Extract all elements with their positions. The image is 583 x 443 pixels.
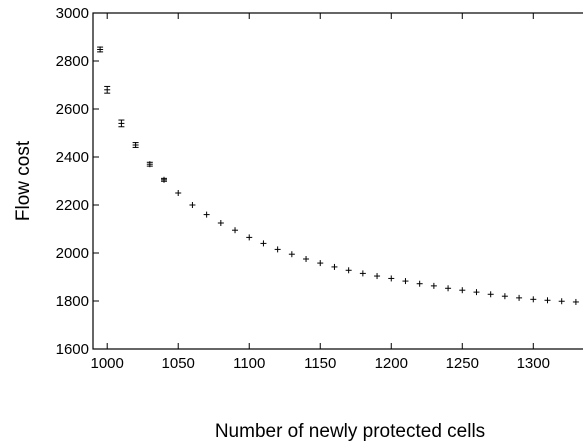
y-tick-label: 1800: [56, 293, 89, 310]
data-point: [288, 251, 295, 258]
data-point: [246, 234, 253, 241]
data-point: [516, 294, 523, 301]
y-tick-label: 2800: [56, 53, 89, 70]
data-point: [445, 285, 452, 292]
data-point: [331, 263, 338, 270]
axis-ticks: 1000 1050 1100 1150 1200 1250 1300 1600 1800 2000…: [56, 5, 550, 372]
data-point: [530, 296, 537, 303]
x-tick-label: 1300: [517, 355, 550, 372]
y-tick-label: 2600: [56, 101, 89, 118]
y-tick-label: 2000: [56, 245, 89, 262]
data-point: [189, 202, 196, 208]
y-axis-label: Flow cost: [13, 140, 34, 221]
data-point: [303, 256, 310, 262]
data-point: [260, 240, 267, 247]
y-tick-label: 3000: [56, 5, 89, 22]
data-point: [402, 278, 409, 285]
data-point: [345, 267, 352, 274]
data-point: [473, 289, 480, 296]
data-point: [487, 291, 494, 298]
data-point: [501, 293, 508, 300]
data-point: [558, 298, 565, 305]
x-tick-label: 1050: [162, 355, 195, 372]
x-tick-label: 1100: [233, 355, 265, 372]
data-point: [359, 270, 366, 277]
data-point: [317, 260, 324, 267]
x-tick-label: 1000: [91, 355, 124, 372]
data-point: [217, 220, 224, 226]
y-tick-label: 2200: [56, 197, 89, 214]
data-point: [161, 176, 168, 183]
data-point: [175, 190, 182, 196]
data-marks: [97, 46, 579, 305]
data-point: [104, 85, 111, 94]
data-point: [388, 275, 395, 282]
data-point: [430, 282, 437, 289]
data-point: [232, 227, 239, 234]
data-point: [416, 280, 423, 287]
y-tick-label: 1600: [56, 341, 89, 358]
data-point: [459, 287, 466, 294]
plot-frame: [92, 12, 583, 350]
data-point: [132, 142, 139, 148]
data-point: [97, 46, 104, 53]
data-point: [118, 119, 125, 128]
data-point: [544, 297, 551, 304]
y-tick-label: 2400: [56, 149, 89, 166]
x-tick-label: 1250: [446, 355, 479, 372]
data-point: [203, 211, 210, 218]
x-axis-label: Number of newly protected cells: [215, 421, 485, 442]
data-point: [572, 298, 579, 305]
x-tick-label: 1150: [304, 355, 336, 372]
data-point: [274, 246, 281, 253]
x-tick-label: 1200: [375, 355, 408, 372]
data-point: [146, 161, 153, 168]
data-point: [374, 273, 381, 280]
